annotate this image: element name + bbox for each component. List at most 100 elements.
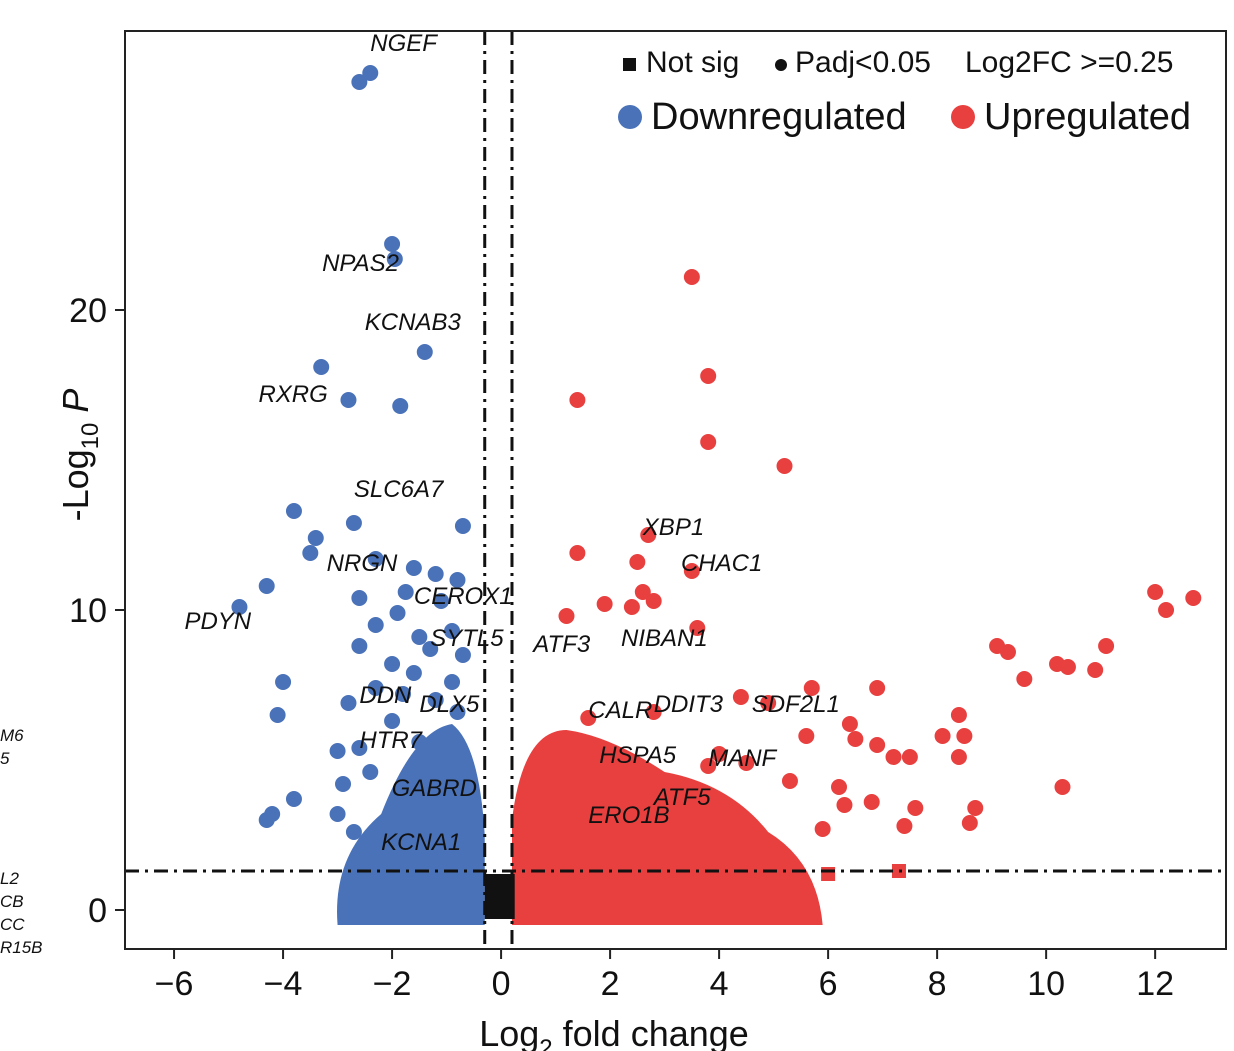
point-60 [683, 563, 700, 579]
point-3 [386, 251, 403, 267]
point-96 [836, 797, 853, 813]
point-72 [1098, 638, 1115, 654]
x-tick-label-2: −2 [373, 965, 412, 1003]
point-97 [907, 800, 924, 816]
point-11 [307, 530, 324, 546]
point-36 [269, 707, 286, 723]
point-8 [285, 503, 302, 519]
point-47 [264, 806, 281, 822]
point-38 [384, 713, 401, 729]
gene-label-manf: MANF [708, 745, 777, 772]
y-tick-label-2: 20 [69, 292, 107, 330]
x-tick-label-3: 0 [492, 965, 511, 1003]
point-30 [405, 665, 422, 681]
point-42 [411, 734, 428, 750]
gene-label-dlx5: DLX5 [419, 691, 480, 718]
point-95 [863, 794, 880, 810]
point-14 [405, 560, 422, 576]
gene-label-ngef: NGEF [370, 30, 438, 57]
edge-text-2: 5 [0, 749, 10, 768]
edge-text-3: L2 [0, 869, 19, 888]
point-22 [389, 605, 406, 621]
gene-label-sytl5: SYTL5 [430, 625, 504, 652]
x-tick-label-9: 12 [1136, 965, 1174, 1003]
gene-label-calr: CALR [588, 697, 652, 724]
point-108 [580, 815, 597, 831]
point-69 [1185, 590, 1202, 606]
point-53 [700, 368, 717, 384]
point-34 [394, 686, 411, 702]
point-63 [623, 599, 640, 615]
y-axis: 0 10 20 [69, 292, 125, 930]
point-88 [885, 749, 902, 765]
point-35 [427, 692, 444, 708]
gene-label-chac1: CHAC1 [681, 550, 762, 577]
gene-labels: NGEF NPAS2 KCNAB3 RXRG SLC6A7 NRGN CEROX1 PDYN S… [184, 30, 839, 856]
point-101 [961, 815, 978, 831]
point-77 [803, 680, 820, 696]
point-32 [275, 674, 292, 690]
point-19 [351, 590, 368, 606]
point-4 [416, 344, 433, 360]
point-37 [340, 695, 357, 711]
point-31 [444, 674, 461, 690]
point-103 [645, 797, 662, 813]
down-cloud [337, 724, 485, 925]
point-48 [329, 806, 346, 822]
point-81 [950, 707, 967, 723]
point-40 [329, 743, 346, 759]
point-58 [569, 545, 586, 561]
gene-label-xbp1: XBP1 [642, 514, 704, 541]
legend: Not sig Padj<0.05 Log2FC >=0.25 Downregu… [618, 46, 1191, 138]
point-17 [258, 578, 275, 594]
point-15 [427, 566, 444, 582]
point-25 [444, 623, 461, 639]
gene-label-niban1: NIBAN1 [621, 625, 708, 652]
point-7 [392, 398, 409, 414]
point-1 [362, 65, 379, 81]
gene-label-ddit3: DDIT3 [654, 691, 724, 718]
y-tick-label-0: 0 [88, 892, 107, 930]
point-10 [454, 518, 471, 534]
point-74 [1059, 659, 1076, 675]
legend-not-sig: Not sig [646, 46, 739, 79]
point-27 [422, 641, 439, 657]
point-94 [831, 779, 848, 795]
edge-text-6: R15B [0, 938, 43, 957]
nonsig-point-0 [346, 891, 361, 905]
nonsig-point-7 [891, 864, 906, 878]
nonsig-point-2 [406, 894, 421, 908]
point-39 [449, 704, 466, 720]
gene-label-rxrg: RXRG [258, 381, 327, 408]
point-33 [367, 680, 384, 696]
nonsig-cloud [484, 874, 515, 919]
point-6 [340, 392, 357, 408]
gene-label-gabrd: GABRD [392, 775, 477, 802]
point-85 [956, 728, 973, 744]
point-13 [367, 551, 384, 567]
point-64 [596, 596, 613, 612]
point-49 [345, 824, 362, 840]
gene-label-npas2: NPAS2 [322, 250, 399, 277]
point-106 [591, 755, 608, 771]
point-79 [732, 689, 749, 705]
point-105 [645, 704, 662, 720]
point-82 [841, 716, 858, 732]
nonsig-point-1 [385, 888, 400, 902]
point-75 [1087, 662, 1104, 678]
point-78 [869, 680, 886, 696]
point-54 [569, 392, 586, 408]
point-76 [1016, 671, 1033, 687]
point-100 [896, 818, 913, 834]
point-44 [285, 791, 302, 807]
point-67 [1147, 584, 1164, 600]
x-tick-label-5: 4 [710, 965, 729, 1003]
point-98 [967, 800, 984, 816]
gene-label-nrgn: NRGN [327, 550, 398, 577]
edge-text-5: CC [0, 915, 25, 934]
point-102 [814, 821, 831, 837]
x-tick-label-6: 6 [819, 965, 838, 1003]
legend-square-marker [623, 58, 636, 71]
point-90 [950, 749, 967, 765]
point-21 [433, 593, 450, 609]
